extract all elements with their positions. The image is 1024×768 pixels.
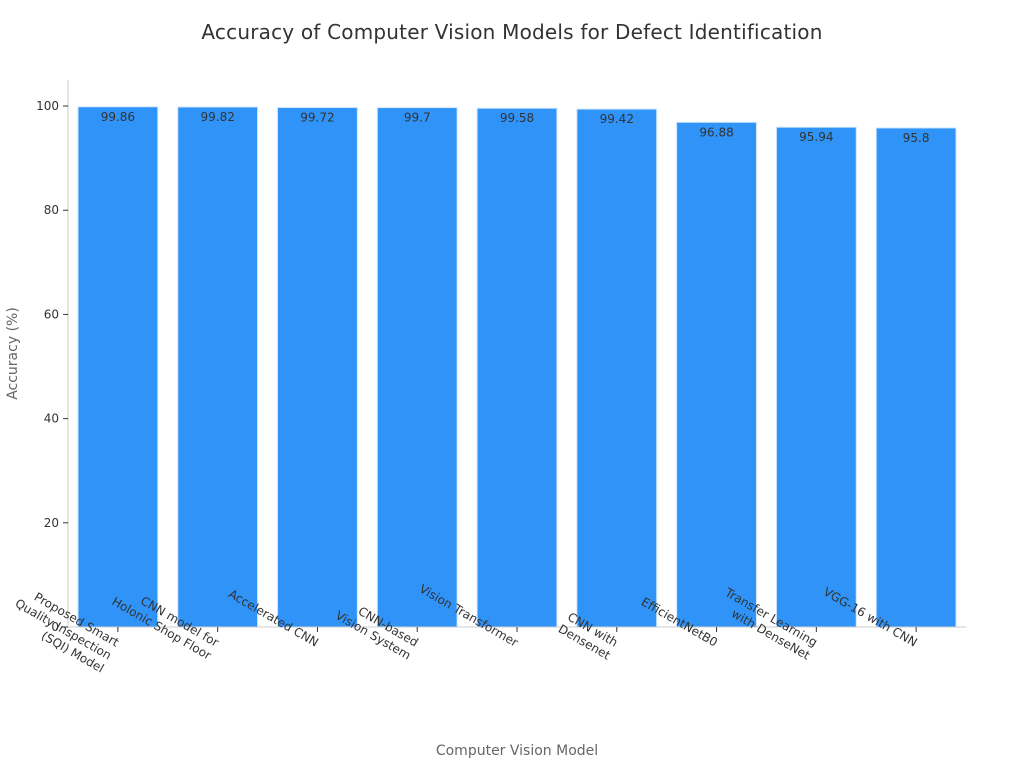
y-tick-label: 0 [51,620,59,634]
bar [676,121,757,628]
y-tick-label: 40 [44,412,59,426]
y-tick-label: 100 [36,99,59,113]
y-axis-title: Accuracy (%) [5,307,21,400]
bars-layer [77,106,957,628]
chart-title: Accuracy of Computer Vision Models for D… [201,20,823,44]
bar [376,107,458,628]
bar [77,106,159,628]
bar [277,107,358,628]
bar-value-label: 96.88 [699,125,733,139]
bar-value-label: 99.86 [101,110,135,124]
bar [576,108,658,628]
y-tick-label: 20 [44,516,59,530]
y-tick-label: 60 [44,307,59,321]
bar [476,107,558,628]
y-axis-ticks: 0 20 40 60 80 100 [36,99,68,634]
data-labels-layer: 99.86 99.82 99.72 99.7 99.58 99.42 96.88 95.94 9… [101,110,930,145]
bar-value-label: 95.8 [903,131,930,145]
bar [177,106,259,628]
x-axis-title: Computer Vision Model [436,743,598,759]
bar [775,126,857,628]
bar [875,127,957,628]
bar-value-label: 99.72 [300,111,334,125]
bar-value-label: 99.42 [600,112,634,126]
y-tick-label: 80 [44,203,59,217]
bar-value-label: 99.7 [404,111,431,125]
bar-value-label: 95.94 [799,130,833,144]
bar-value-label: 99.58 [500,111,534,125]
bar-value-label: 99.82 [200,110,234,124]
